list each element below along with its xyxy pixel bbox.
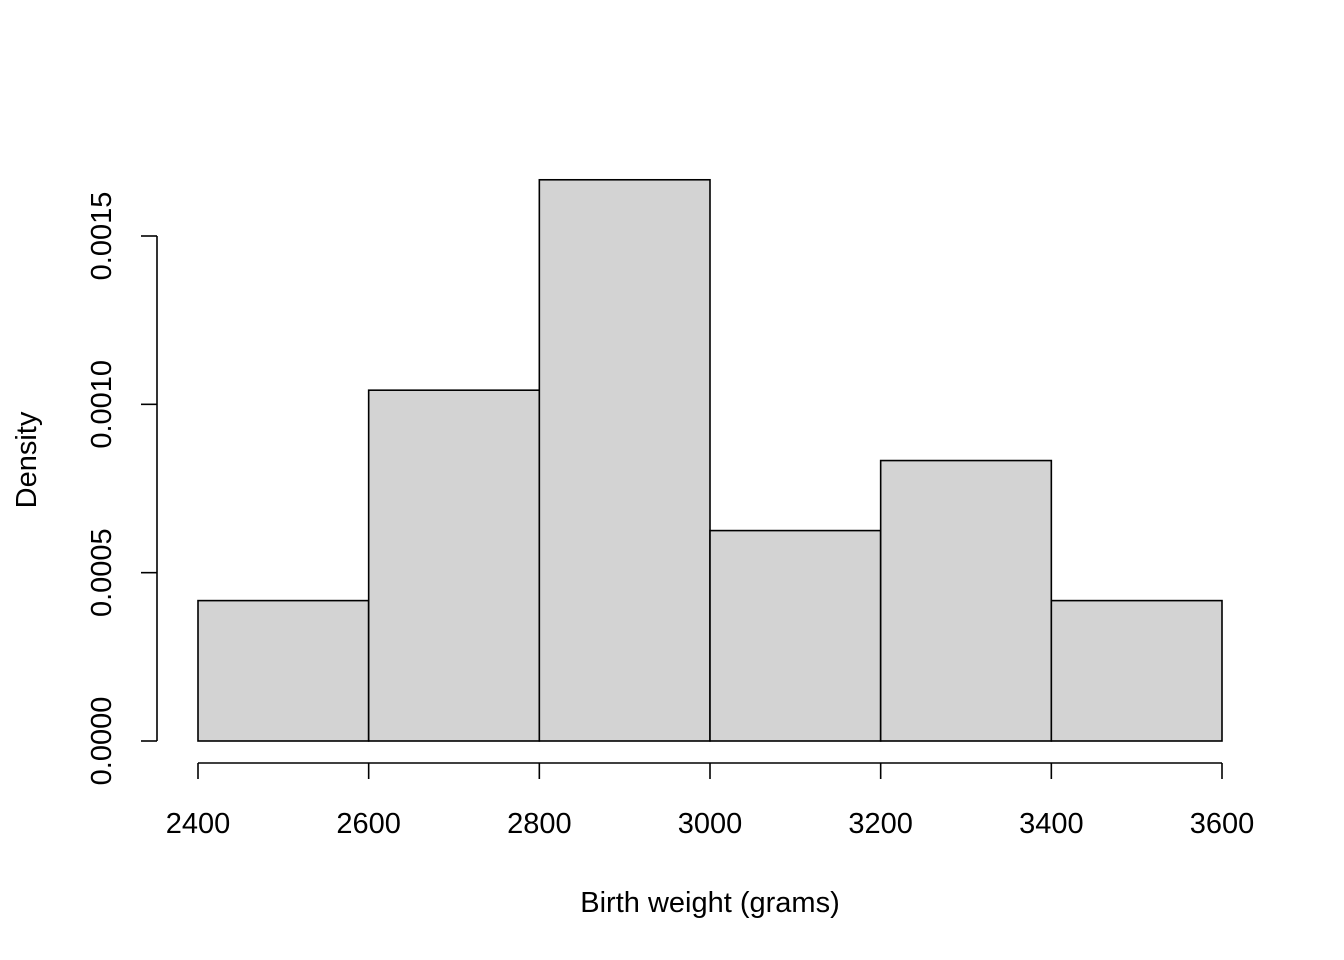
y-axis: 0.0000 0.0005 0.0010 0.0015	[86, 192, 158, 786]
histogram-bar-6	[1050, 599, 1223, 742]
x-tick-label: 2600	[336, 808, 401, 840]
x-tick-label: 3000	[678, 808, 743, 840]
y-tick-label: 0.0005	[86, 528, 118, 617]
histogram-bar-2	[367, 389, 541, 742]
x-tick-label: 2800	[507, 808, 572, 840]
x-tick-label: 3400	[1019, 808, 1084, 840]
x-axis: 2400 2600 2800 3000 3200 3400 3600	[166, 762, 1255, 840]
histogram-bar-1	[197, 599, 370, 742]
histogram-bar-4	[709, 529, 882, 742]
x-tick-label: 2400	[166, 808, 231, 840]
bars-group	[197, 178, 1223, 742]
x-tick-label: 3200	[848, 808, 913, 840]
x-axis-label: Birth weight (grams)	[580, 887, 839, 919]
y-tick-label: 0.0000	[86, 697, 118, 786]
x-tick-label: 3600	[1190, 808, 1255, 840]
y-tick-label: 0.0015	[86, 192, 118, 281]
y-tick-label: 0.0010	[86, 360, 118, 449]
y-axis-label: Density	[11, 411, 43, 508]
histogram-bar-5	[879, 459, 1053, 742]
histogram-bar-3	[538, 178, 711, 742]
